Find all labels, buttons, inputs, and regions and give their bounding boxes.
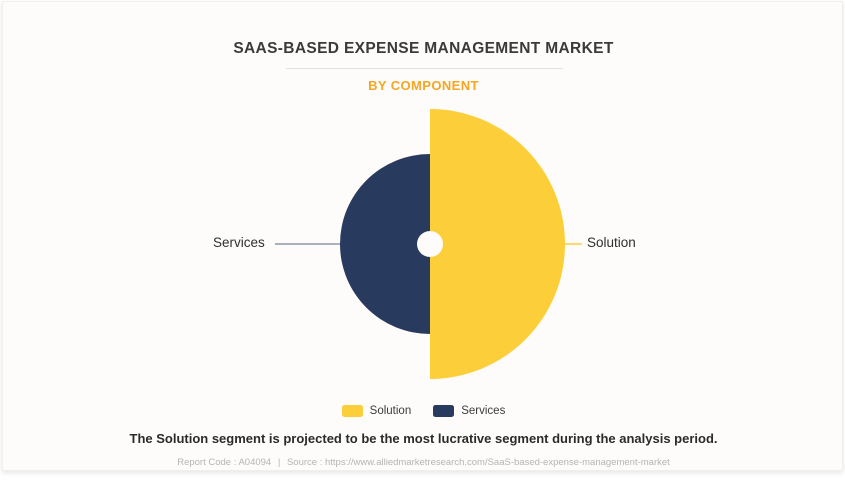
donut-chart: Services Solution (3, 2, 844, 472)
legend-swatch-services (433, 405, 455, 417)
source-link[interactable]: Source : https://www.alliedmarketresearc… (286, 457, 670, 468)
chart-subtitle: BY COMPONENT (368, 78, 479, 93)
footer-separator: | (277, 457, 281, 468)
chart-footer: Report Code : A04094 | Source : https://… (3, 457, 844, 468)
pie-slice-services[interactable] (340, 154, 430, 334)
title-divider (286, 68, 563, 69)
pie-slice-solution[interactable] (430, 109, 565, 379)
legend-item-solution[interactable]: Solution (341, 405, 412, 417)
legend-label-solution: Solution (369, 405, 412, 417)
slice-label-services: Services (213, 235, 265, 250)
donut-center-hole (417, 231, 443, 257)
slice-label-solution: Solution (587, 235, 636, 250)
chart-card: SAAS-BASED EXPENSE MANAGEMENT MARKET BY … (2, 1, 843, 471)
legend-label-services: Services (461, 405, 506, 417)
chart-legend: Solution Services (3, 405, 844, 417)
legend-swatch-solution (341, 405, 363, 417)
donut-chart-svg (275, 109, 582, 379)
chart-caption: The Solution segment is projected to be … (129, 431, 718, 446)
legend-item-services[interactable]: Services (433, 405, 505, 417)
report-code: Report Code : A04094 (177, 457, 272, 468)
page-title: SAAS-BASED EXPENSE MANAGEMENT MARKET (233, 40, 614, 57)
